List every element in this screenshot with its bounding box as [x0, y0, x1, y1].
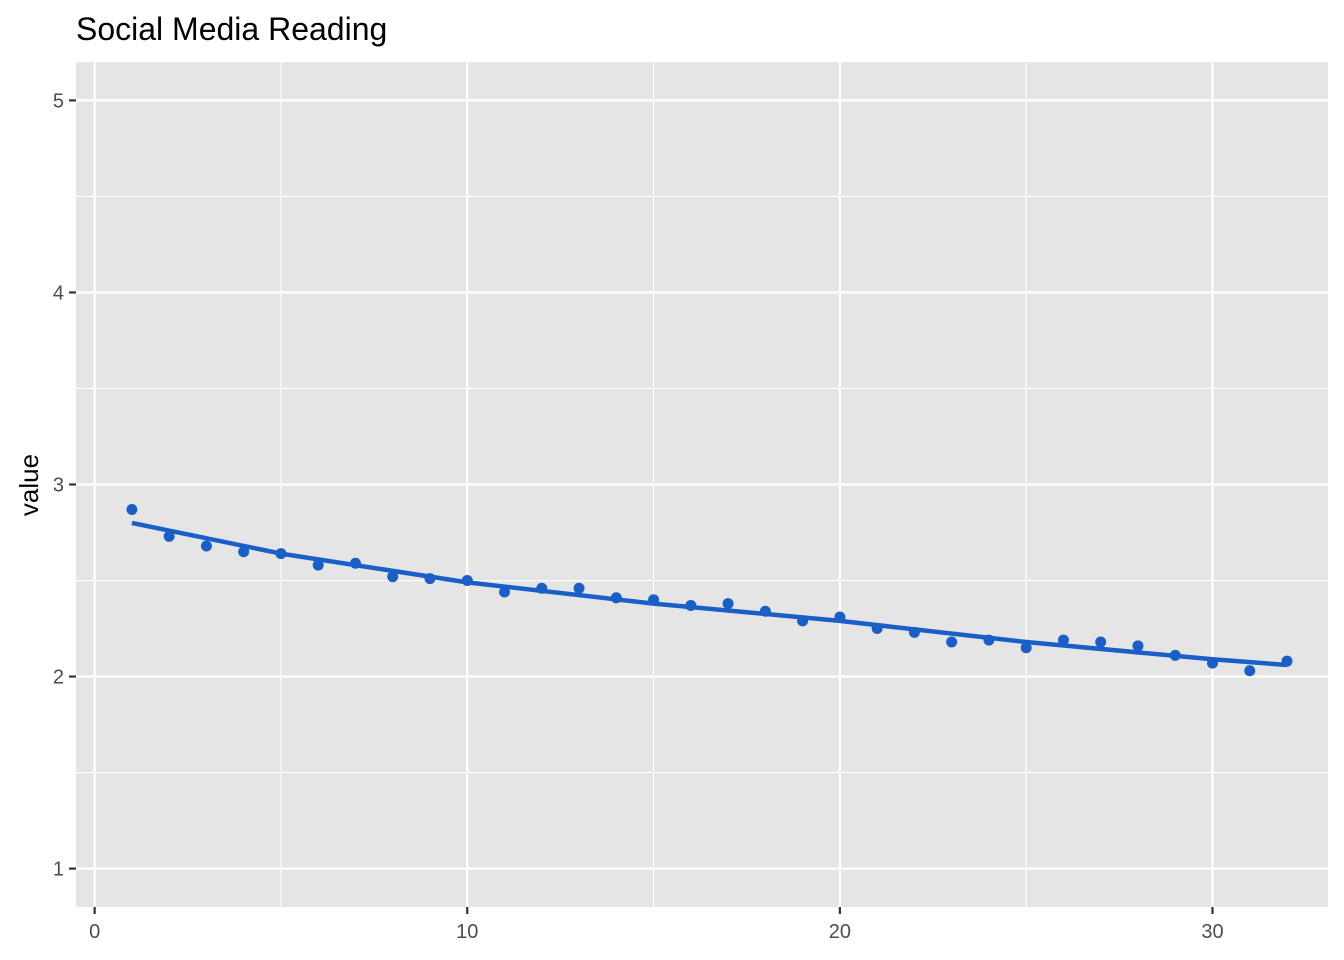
data-point	[1281, 655, 1293, 667]
x-axis: 0 10 20 30	[89, 907, 1224, 943]
data-point	[238, 546, 250, 558]
data-point	[349, 557, 361, 569]
data-point	[685, 599, 697, 611]
data-point	[312, 559, 324, 571]
data-point	[573, 582, 585, 594]
x-tick-label: 10	[456, 921, 478, 943]
x-tick-label: 20	[829, 921, 851, 943]
data-point	[1169, 649, 1181, 661]
data-point	[1020, 642, 1032, 654]
data-point	[610, 592, 622, 604]
data-point	[797, 615, 809, 627]
y-tick-label: 4	[53, 282, 64, 304]
data-point	[1057, 634, 1069, 646]
data-point	[648, 594, 660, 606]
data-point	[1132, 640, 1144, 652]
x-tick-label: 30	[1201, 921, 1223, 943]
data-point	[126, 503, 138, 515]
data-point	[387, 571, 399, 583]
data-point	[871, 623, 883, 635]
data-point	[536, 582, 548, 594]
data-point	[1206, 657, 1218, 669]
y-tick-label: 5	[53, 90, 64, 112]
data-point	[461, 575, 473, 587]
data-point	[1095, 636, 1107, 648]
data-points-layer	[126, 503, 1293, 677]
chart-title: Social Media Reading	[76, 11, 387, 47]
data-point	[275, 548, 287, 560]
data-point	[908, 626, 920, 638]
y-tick-label: 2	[53, 667, 64, 689]
data-point	[200, 540, 212, 552]
data-point	[499, 586, 511, 598]
trend-line-layer	[131, 520, 1288, 668]
major-gridlines	[76, 62, 1328, 907]
trend-line	[131, 520, 1288, 668]
y-tick-label: 1	[53, 859, 64, 881]
data-point	[759, 605, 771, 617]
data-point	[163, 530, 175, 542]
data-point	[722, 598, 734, 610]
data-point	[1244, 665, 1256, 677]
data-point	[834, 611, 846, 623]
y-axis: 1 2 3 4 5	[53, 90, 76, 881]
data-point	[983, 634, 995, 646]
data-point	[424, 573, 436, 585]
y-tick-label: 3	[53, 475, 64, 497]
x-tick-label: 0	[89, 921, 100, 943]
data-point	[946, 636, 958, 648]
y-axis-title: value	[14, 454, 44, 516]
